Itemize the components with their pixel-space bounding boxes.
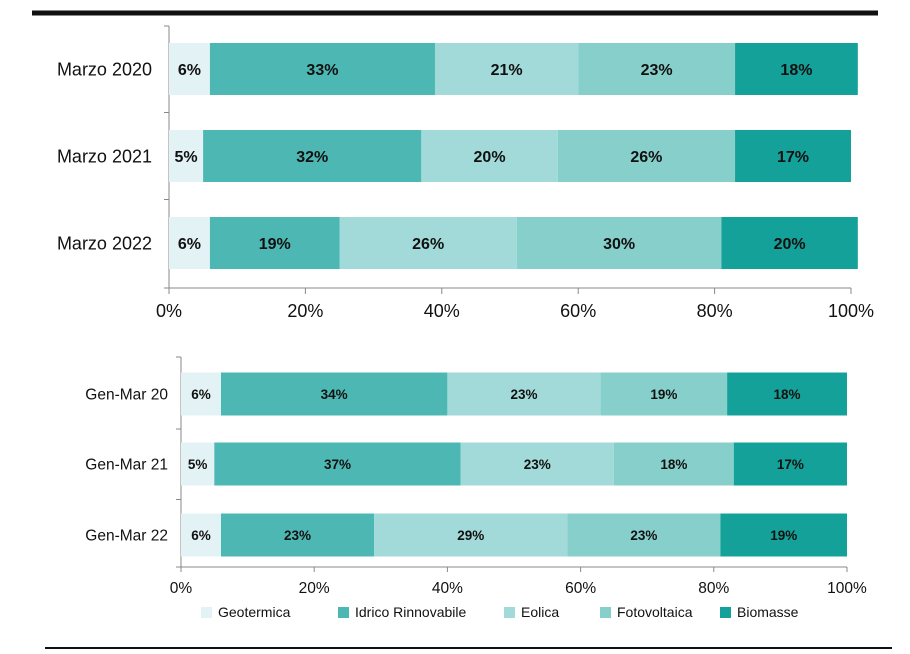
bar-segment-geotermica	[169, 217, 210, 269]
data-label: 32%	[296, 149, 328, 166]
data-label: 26%	[630, 149, 662, 166]
bar-segment-idrico-rinnovabile	[220, 513, 375, 557]
data-label: 21%	[491, 62, 523, 79]
bar-segment-eolica	[447, 372, 601, 416]
data-label: 5%	[188, 457, 208, 472]
data-label: 6%	[191, 387, 211, 402]
bar-segment-eolica	[434, 43, 579, 95]
x-tick-label: 40%	[432, 580, 463, 597]
legend-label: Fotovoltaica	[617, 604, 693, 620]
x-tick-label: 100%	[828, 301, 874, 321]
bar-segment-idrico-rinnovabile	[209, 43, 435, 95]
data-label: 30%	[603, 236, 635, 253]
data-label: 37%	[324, 457, 351, 472]
bar-segment-idrico-rinnovabile	[203, 130, 422, 182]
category-label: Gen-Mar 20	[85, 386, 168, 403]
data-label: 23%	[510, 387, 537, 402]
data-label: 23%	[641, 62, 673, 79]
bar-segment-fotovoltaica	[567, 513, 721, 557]
data-label: 23%	[524, 457, 551, 472]
data-label: 19%	[650, 387, 677, 402]
data-label: 19%	[259, 236, 291, 253]
data-label: 20%	[774, 236, 806, 253]
data-label: 6%	[178, 236, 201, 253]
data-label: 6%	[191, 528, 211, 543]
data-label: 33%	[306, 62, 338, 79]
bar-segment-idrico-rinnovabile	[220, 372, 448, 416]
x-tick-label: 80%	[697, 301, 733, 321]
x-tick-label: 0%	[156, 301, 182, 321]
category-label: Marzo 2021	[57, 146, 152, 166]
x-tick-label: 20%	[287, 301, 323, 321]
category-label: Marzo 2022	[57, 233, 152, 253]
bar-segment-eolica	[374, 513, 568, 557]
bar-segment-eolica	[460, 442, 614, 486]
legend-swatch-fotovoltaica	[600, 607, 611, 618]
bar-segment-biomasse	[720, 513, 847, 557]
x-tick-label: 40%	[424, 301, 460, 321]
chart-gen-mar: 0% 20% 40% 60% 80% 100% Gen-Mar 20 6% 34% 23% 19% 1…	[85, 356, 867, 597]
bar-segment-eolica	[339, 217, 517, 269]
data-label: 18%	[774, 387, 801, 402]
data-label: 20%	[474, 149, 506, 166]
bar-segment-biomasse	[727, 372, 847, 416]
x-tick-label: 60%	[565, 580, 596, 597]
legend-swatch-biomasse	[720, 607, 731, 618]
data-label: 26%	[412, 236, 444, 253]
bar-segment-fotovoltaica	[613, 442, 734, 486]
data-label: 17%	[777, 149, 809, 166]
x-tick-label: 60%	[560, 301, 596, 321]
bar-segment-geotermica	[169, 43, 210, 95]
legend-swatch-eolica	[504, 607, 515, 618]
x-tick-label: 100%	[827, 580, 867, 597]
data-label: 5%	[174, 149, 197, 166]
bar-segment-idrico-rinnovabile	[214, 442, 461, 486]
data-label: 18%	[780, 62, 812, 79]
x-tick-label: 20%	[299, 580, 330, 597]
data-label: 29%	[457, 528, 484, 543]
bar-segment-biomasse	[735, 130, 851, 182]
bar-segment-fotovoltaica	[557, 130, 736, 182]
bar-segment-geotermica	[181, 513, 221, 557]
data-label: 19%	[770, 528, 797, 543]
data-label: 23%	[630, 528, 657, 543]
data-label: 17%	[777, 457, 804, 472]
bar-segment-biomasse	[733, 442, 847, 486]
category-label: Marzo 2020	[57, 59, 152, 79]
bar-segment-idrico-rinnovabile	[209, 217, 340, 269]
legend-label: Biomasse	[737, 604, 799, 620]
category-label: Gen-Mar 22	[85, 527, 168, 544]
bar-segment-geotermica	[169, 130, 204, 182]
legend-label: Idrico Rinnovabile	[355, 604, 466, 620]
legend: Geotermica Idrico Rinnovabile Eolica Fotovo…	[201, 604, 799, 620]
data-label: 18%	[660, 457, 687, 472]
data-label: 23%	[284, 528, 311, 543]
chart-marzo: 0% 20% 40% 60% 80% 100% Marzo 2020 6% 33% 21% 23% 1…	[57, 25, 874, 321]
bar-segment-fotovoltaica	[600, 372, 728, 416]
data-label: 34%	[321, 387, 348, 402]
bar-segment-biomasse	[735, 43, 858, 95]
x-tick-label: 80%	[698, 580, 729, 597]
category-label: Gen-Mar 21	[85, 456, 168, 473]
bar-segment-eolica	[421, 130, 558, 182]
legend-label: Geotermica	[218, 604, 291, 620]
legend-label: Eolica	[521, 604, 559, 620]
bar-segment-fotovoltaica	[516, 217, 722, 269]
data-label: 6%	[178, 62, 201, 79]
x-tick-label: 0%	[170, 580, 193, 597]
bar-segment-fotovoltaica	[578, 43, 736, 95]
bar-segment-geotermica	[181, 442, 215, 486]
bar-segment-geotermica	[181, 372, 221, 416]
legend-swatch-idrico-rinnovabile	[338, 607, 349, 618]
legend-swatch-geotermica	[201, 607, 212, 618]
bar-segment-biomasse	[721, 217, 858, 269]
